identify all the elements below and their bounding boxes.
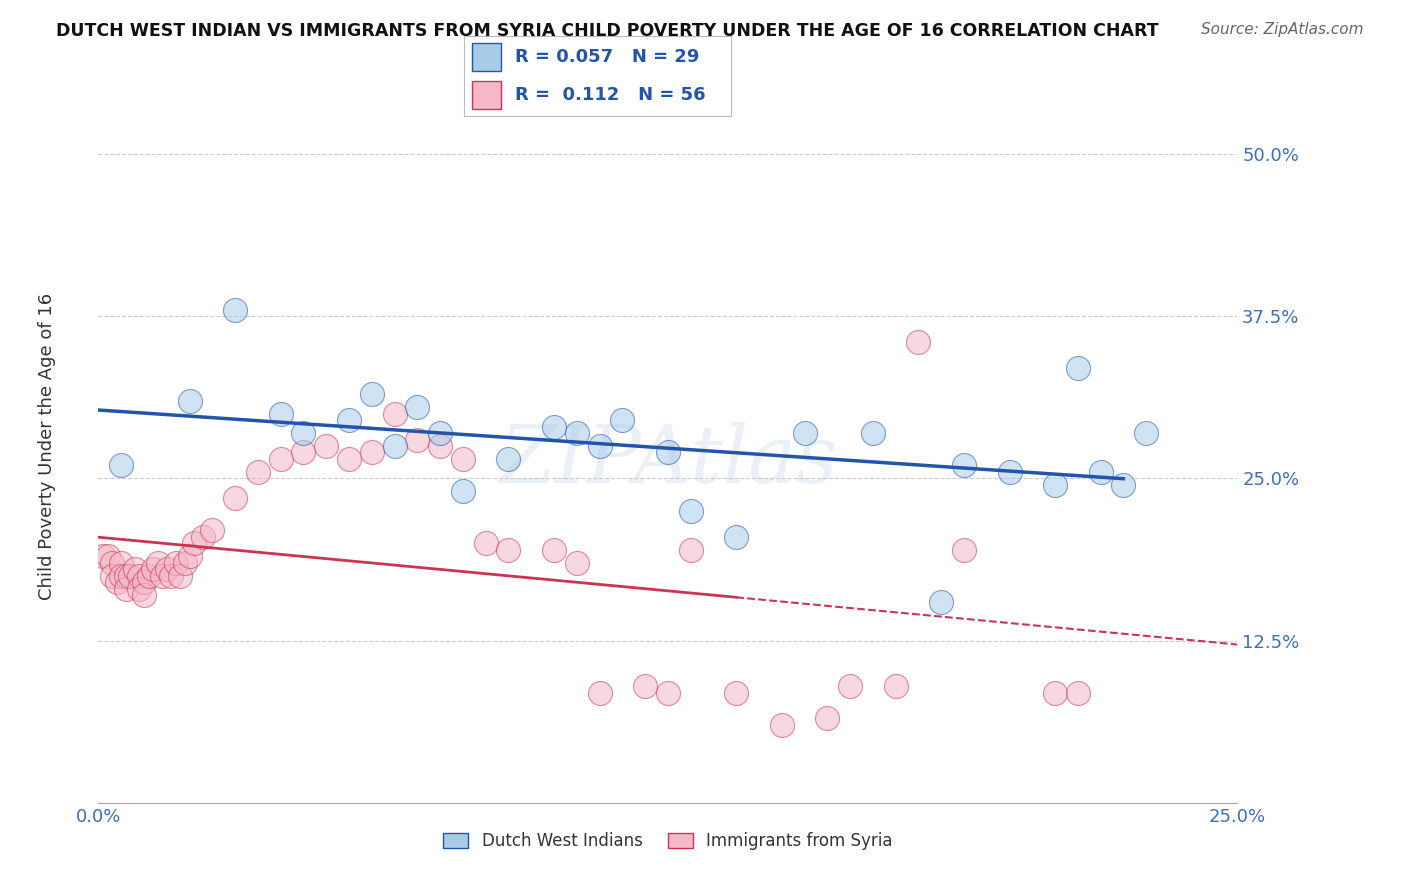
Point	[588, 685, 610, 699]
Point	[128, 568, 150, 582]
Point	[179, 393, 201, 408]
Point	[498, 452, 520, 467]
Point	[634, 679, 657, 693]
Point	[96, 549, 118, 564]
Point	[543, 419, 565, 434]
Point	[907, 335, 929, 350]
Point	[1067, 685, 1090, 699]
Point	[193, 530, 215, 544]
Point	[270, 452, 292, 467]
Point	[1135, 425, 1157, 440]
Point	[839, 679, 862, 693]
Point	[406, 433, 429, 447]
Point	[156, 562, 179, 576]
Point	[174, 556, 197, 570]
FancyBboxPatch shape	[472, 43, 502, 71]
Point	[224, 491, 246, 505]
Point	[160, 568, 183, 582]
Point	[998, 465, 1021, 479]
Point	[565, 425, 588, 440]
Point	[1067, 361, 1090, 376]
Point	[543, 542, 565, 557]
Point	[150, 568, 173, 582]
Point	[360, 387, 382, 401]
Point	[862, 425, 884, 440]
Point	[124, 562, 146, 576]
Point	[128, 582, 150, 596]
Point	[406, 400, 429, 414]
Point	[114, 568, 136, 582]
Point	[884, 679, 907, 693]
Point	[292, 425, 315, 440]
Point	[1112, 478, 1135, 492]
Point	[292, 445, 315, 459]
Point	[384, 439, 406, 453]
Point	[657, 685, 679, 699]
Point	[679, 504, 702, 518]
Point	[429, 425, 451, 440]
Point	[793, 425, 815, 440]
Point	[451, 452, 474, 467]
Point	[770, 718, 793, 732]
Point	[1090, 465, 1112, 479]
Point	[953, 458, 976, 473]
Text: R =  0.112   N = 56: R = 0.112 N = 56	[515, 86, 706, 103]
Point	[142, 562, 165, 576]
Point	[132, 575, 155, 590]
Point	[1043, 685, 1066, 699]
Point	[165, 556, 187, 570]
Point	[91, 549, 114, 564]
Point	[451, 484, 474, 499]
Point	[101, 568, 124, 582]
Text: Child Poverty Under the Age of 16: Child Poverty Under the Age of 16	[38, 293, 56, 599]
Point	[183, 536, 205, 550]
Point	[815, 711, 838, 725]
Point	[120, 568, 142, 582]
Point	[953, 542, 976, 557]
Point	[337, 413, 360, 427]
Point	[498, 542, 520, 557]
Point	[246, 465, 269, 479]
Point	[270, 407, 292, 421]
Point	[315, 439, 337, 453]
Text: Source: ZipAtlas.com: Source: ZipAtlas.com	[1201, 22, 1364, 37]
Point	[138, 568, 160, 582]
Point	[429, 439, 451, 453]
Point	[725, 530, 748, 544]
Point	[384, 407, 406, 421]
Point	[474, 536, 496, 550]
Text: ZIPAtlas: ZIPAtlas	[499, 422, 837, 499]
Point	[725, 685, 748, 699]
Text: DUTCH WEST INDIAN VS IMMIGRANTS FROM SYRIA CHILD POVERTY UNDER THE AGE OF 16 COR: DUTCH WEST INDIAN VS IMMIGRANTS FROM SYR…	[56, 22, 1159, 40]
Point	[929, 595, 952, 609]
Legend: Dutch West Indians, Immigrants from Syria: Dutch West Indians, Immigrants from Syri…	[434, 824, 901, 859]
Point	[179, 549, 201, 564]
Point	[105, 575, 128, 590]
Point	[146, 556, 169, 570]
Point	[612, 413, 634, 427]
Point	[565, 556, 588, 570]
Point	[169, 568, 191, 582]
Point	[132, 588, 155, 602]
Point	[360, 445, 382, 459]
Point	[101, 556, 124, 570]
Point	[114, 582, 136, 596]
FancyBboxPatch shape	[472, 80, 502, 109]
Point	[657, 445, 679, 459]
Point	[224, 302, 246, 317]
Point	[110, 556, 132, 570]
Point	[588, 439, 610, 453]
Point	[110, 458, 132, 473]
Text: R = 0.057   N = 29: R = 0.057 N = 29	[515, 48, 699, 66]
Point	[1043, 478, 1066, 492]
Point	[679, 542, 702, 557]
Point	[110, 568, 132, 582]
Point	[201, 524, 224, 538]
Point	[337, 452, 360, 467]
